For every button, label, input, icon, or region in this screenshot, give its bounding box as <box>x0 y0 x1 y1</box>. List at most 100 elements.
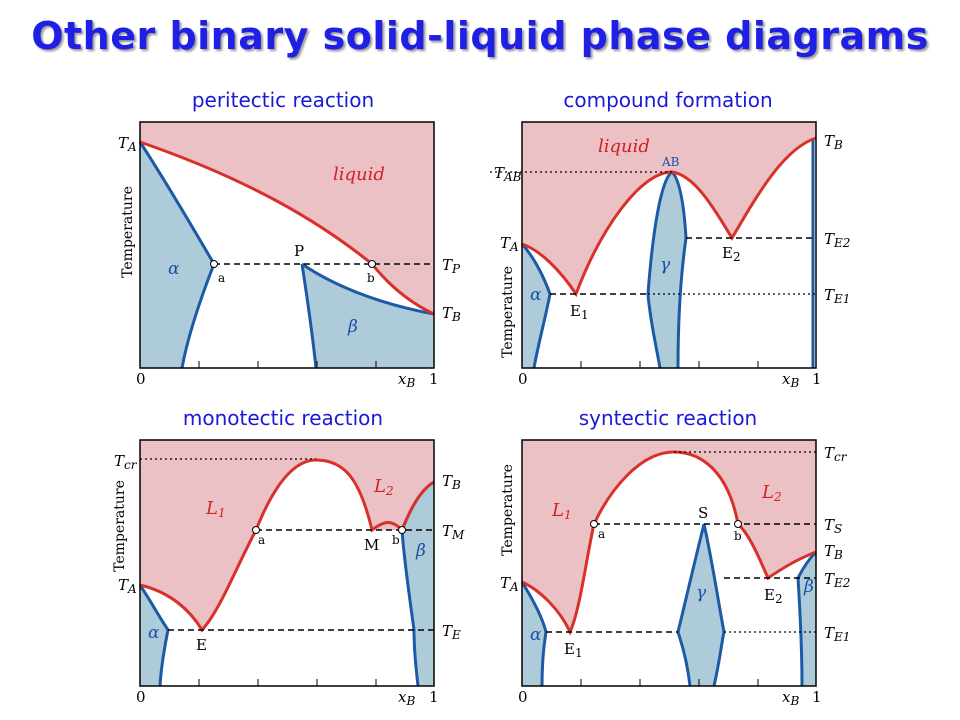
syntectic-TB: TB <box>824 542 843 562</box>
peritectic-x-max: 1 <box>429 370 439 388</box>
syntectic-TE2: TE2 <box>824 570 850 590</box>
syntectic-liquid-region <box>522 440 816 632</box>
syntectic-frame <box>521 439 817 687</box>
compound-gamma-left-boundary <box>646 170 674 369</box>
monotectic-TA: TA <box>118 576 137 596</box>
syntectic-gamma-label: γ <box>696 583 707 603</box>
monotectic-L1-label: L1 <box>205 498 226 520</box>
compound-gamma-right-boundary <box>670 170 688 369</box>
panel-title-syntectic: syntectic reaction <box>578 406 758 430</box>
monotectic-TB: TB <box>442 472 461 492</box>
syntectic-beta-boundary <box>796 550 818 687</box>
peritectic-alpha-solidus <box>138 141 216 265</box>
compound-alpha-region <box>522 244 550 368</box>
compound-E2-label: E2 <box>722 244 741 264</box>
peritectic-liquidus <box>139 140 435 316</box>
syntectic-TS: TS <box>824 516 842 536</box>
monotectic-frame <box>139 439 435 687</box>
syntectic-diagram: 0 xB 1 Temperature TA Tcr TS TB TE2 TE1 … <box>500 439 850 708</box>
syntectic-alpha-region <box>522 582 546 686</box>
syntectic-gamma-region <box>678 524 724 686</box>
peritectic-diagram: 0 xB 1 Temperature TA TP TB liquid α β a… <box>118 121 461 390</box>
monotectic-beta-region <box>402 482 434 686</box>
peritectic-y-label: Temperature <box>120 186 136 278</box>
compound-alpha-boundary <box>520 242 552 369</box>
syntectic-gamma-left-boundary <box>676 523 706 687</box>
syntectic-point-a <box>590 520 598 528</box>
monotectic-a-label: a <box>258 533 265 547</box>
peritectic-frame <box>139 121 435 369</box>
syntectic-y-label: Temperature <box>500 464 516 556</box>
monotectic-diagram: 0 xB 1 Temperature Tcr TA TB TM TE L1 L2… <box>112 439 465 708</box>
syntectic-gamma-right-boundary <box>702 523 726 687</box>
syntectic-TE1: TE1 <box>824 624 850 644</box>
peritectic-point-a <box>210 260 218 268</box>
syntectic-Tcr: Tcr <box>824 444 848 464</box>
monotectic-Tcr: Tcr <box>114 452 138 472</box>
monotectic-x-min: 0 <box>136 688 146 706</box>
monotectic-TM: TM <box>442 522 465 542</box>
monotectic-x-label: xB <box>398 688 415 708</box>
syntectic-S-label: S <box>698 504 708 522</box>
peritectic-x-label: xB <box>398 370 415 390</box>
panel-title-monotectic: monotectic reaction <box>182 406 384 430</box>
monotectic-b-label: b <box>392 533 400 547</box>
peritectic-point-b <box>368 260 376 268</box>
monotectic-E-label: E <box>196 636 207 654</box>
compound-TB: TB <box>824 132 843 152</box>
slide-title: Other binary solid-liquid phase diagrams <box>31 14 929 58</box>
monotectic-TE: TE <box>442 622 461 642</box>
compound-liquid-label: liquid <box>598 136 650 157</box>
monotectic-ticks <box>198 679 377 686</box>
panel-title-compound: compound formation <box>563 88 773 112</box>
compound-gamma-label: γ <box>660 255 671 275</box>
syntectic-x-label: xB <box>782 688 799 708</box>
peritectic-beta-solvus <box>300 263 318 369</box>
monotectic-alpha-label: α <box>148 623 160 643</box>
monotectic-liquid-region <box>140 440 434 630</box>
syntectic-E1-label: E1 <box>564 640 583 660</box>
compound-TA: TA <box>500 234 519 254</box>
peritectic-alpha-label: α <box>168 259 180 279</box>
compound-x-label: xB <box>782 370 799 390</box>
monotectic-alpha-region <box>140 585 168 686</box>
compound-y-label: Temperature <box>500 266 516 358</box>
compound-TE2: TE2 <box>824 230 850 250</box>
syntectic-point-b <box>734 520 742 528</box>
monotectic-L2-label: L2 <box>373 476 394 498</box>
compound-frame <box>521 121 817 369</box>
peritectic-P-label: P <box>294 242 304 260</box>
syntectic-TA: TA <box>500 574 519 594</box>
peritectic-beta-label: β <box>347 317 358 337</box>
compound-E1-label: E1 <box>570 302 589 322</box>
syntectic-E2-label: E2 <box>764 586 783 606</box>
compound-ticks <box>580 361 759 368</box>
syntectic-x-max: 1 <box>812 688 822 706</box>
compound-TE1: TE1 <box>824 286 850 306</box>
compound-alpha-label: α <box>530 285 542 305</box>
syntectic-alpha-label: α <box>530 625 542 645</box>
monotectic-point-a <box>252 526 260 534</box>
compound-TAB: TAB <box>494 164 522 184</box>
monotectic-point-b <box>398 526 406 534</box>
monotectic-y-label: Temperature <box>112 480 128 572</box>
peritectic-liquid-label: liquid <box>333 164 385 185</box>
syntectic-L1-label: L1 <box>551 500 572 522</box>
syntectic-x-min: 0 <box>518 688 528 706</box>
compound-liquid-region <box>522 122 816 294</box>
peritectic-TB: TB <box>442 304 461 324</box>
monotectic-M-label: M <box>364 536 379 554</box>
peritectic-a-label: a <box>218 271 225 285</box>
peritectic-beta-solidus <box>301 262 435 316</box>
peritectic-alpha-solvus <box>180 263 216 369</box>
syntectic-b-label: b <box>734 529 742 543</box>
monotectic-x-max: 1 <box>429 688 439 706</box>
syntectic-beta-label: β <box>803 577 814 597</box>
compound-x-min: 0 <box>518 370 528 388</box>
peritectic-ticks <box>198 361 377 368</box>
compound-x-max: 1 <box>812 370 822 388</box>
panel-title-peritectic: peritectic reaction <box>191 88 375 112</box>
syntectic-L2-label: L2 <box>761 482 782 504</box>
peritectic-beta-region <box>302 264 434 368</box>
